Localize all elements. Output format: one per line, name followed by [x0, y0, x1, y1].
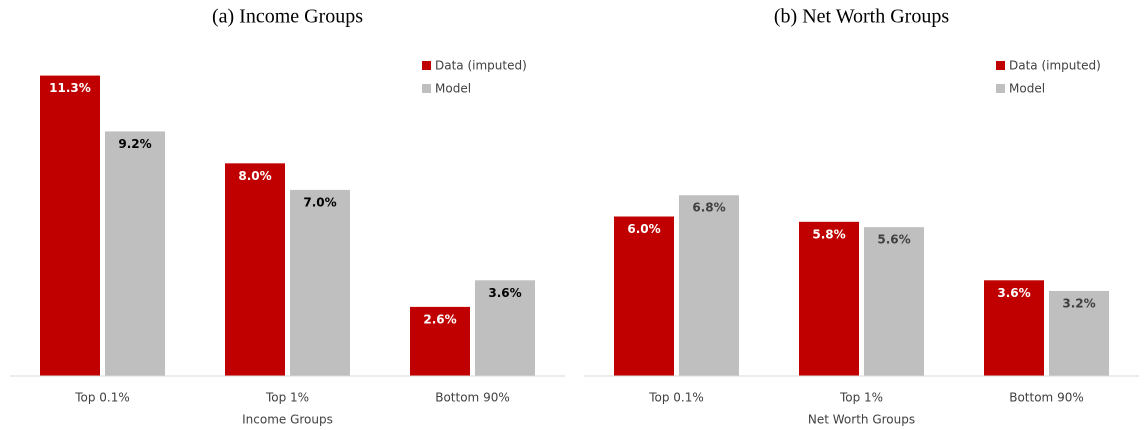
legend-swatch — [996, 61, 1005, 70]
x-tick-label: Top 1% — [265, 391, 309, 405]
data-label: 11.3% — [49, 81, 91, 95]
bar — [679, 195, 739, 376]
data-label: 8.0% — [238, 169, 271, 183]
x-axis-title: Net Worth Groups — [808, 413, 915, 427]
x-tick-label: Top 0.1% — [648, 391, 704, 405]
bar — [614, 216, 674, 376]
legend-swatch — [422, 61, 431, 70]
legend-label: Data (imputed) — [435, 59, 527, 73]
data-label: 3.6% — [997, 286, 1030, 300]
legend-label: Model — [435, 82, 471, 96]
x-axis-title: Income Groups — [242, 413, 333, 427]
bar — [290, 189, 350, 376]
data-label: 6.8% — [692, 201, 725, 215]
bar — [225, 163, 285, 376]
bar — [1049, 290, 1109, 376]
data-label: 3.2% — [1062, 296, 1095, 310]
data-label: 3.6% — [488, 286, 521, 300]
x-tick-label: Bottom 90% — [1009, 391, 1084, 405]
data-label: 7.0% — [303, 195, 336, 209]
data-label: 5.6% — [877, 233, 910, 247]
data-label: 2.6% — [423, 312, 456, 326]
bar — [864, 227, 924, 376]
x-tick-label: Top 1% — [839, 391, 883, 405]
chart-title: (a) Income Groups — [212, 6, 363, 28]
bar — [799, 221, 859, 376]
x-tick-label: Top 0.1% — [74, 391, 130, 405]
data-label: 5.8% — [812, 227, 845, 241]
chart-title: (b) Net Worth Groups — [774, 6, 949, 28]
x-tick-label: Bottom 90% — [435, 391, 510, 405]
legend-label: Model — [1009, 82, 1045, 96]
legend-swatch — [422, 84, 431, 93]
bar — [410, 306, 470, 376]
bar — [475, 280, 535, 376]
bar — [984, 280, 1044, 376]
data-label: 6.0% — [627, 222, 660, 236]
bar — [105, 131, 165, 376]
legend-swatch — [996, 84, 1005, 93]
legend-label: Data (imputed) — [1009, 59, 1101, 73]
data-label: 9.2% — [118, 137, 151, 151]
bar — [40, 75, 100, 376]
